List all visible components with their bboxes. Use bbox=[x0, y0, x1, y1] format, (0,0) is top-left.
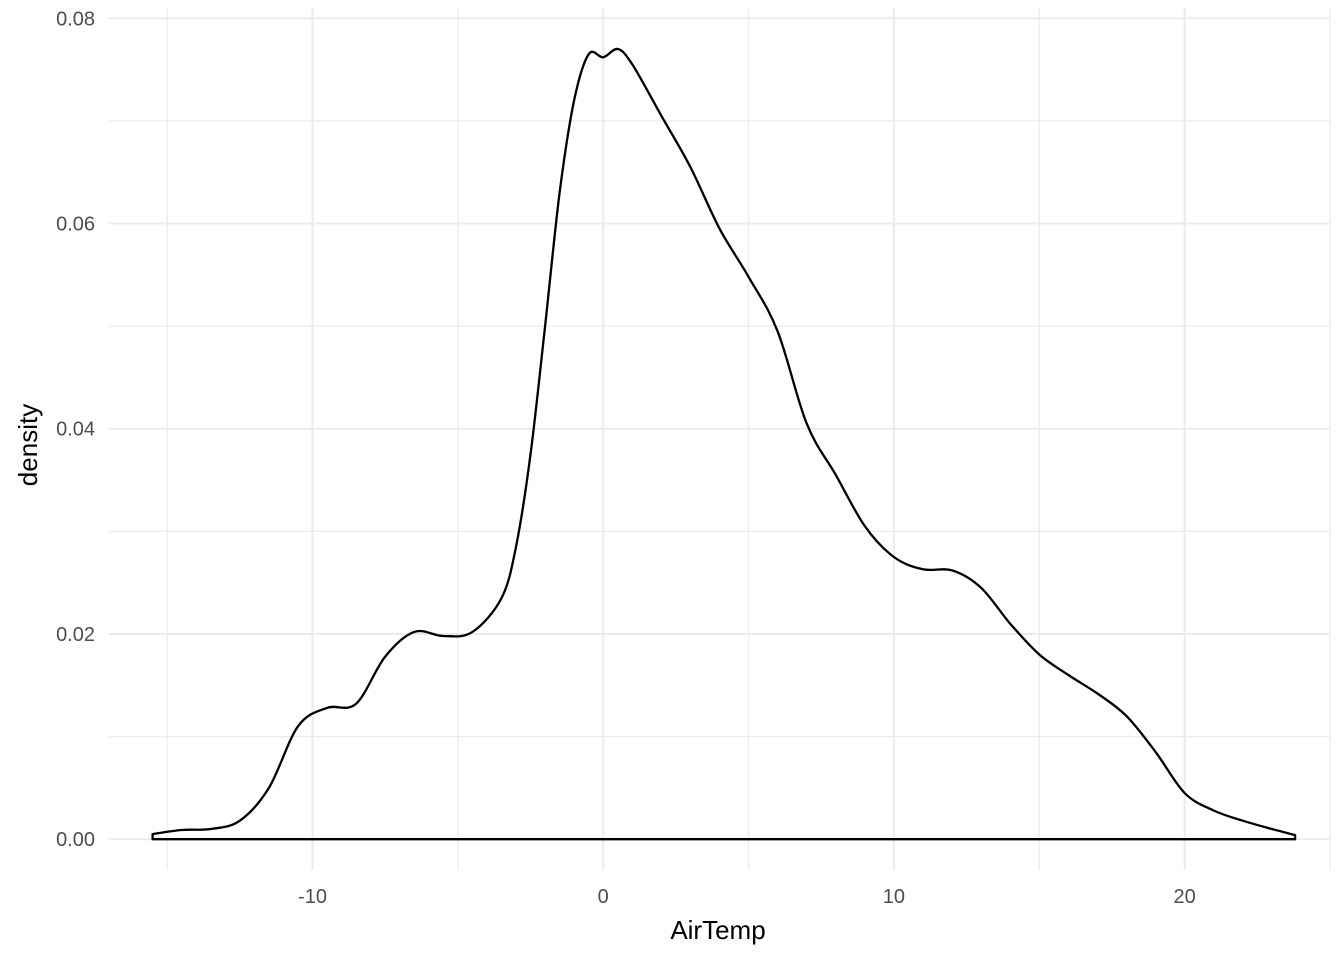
y-tick-label: 0.04 bbox=[56, 419, 95, 441]
y-tick-label: 0.02 bbox=[56, 624, 95, 646]
x-tick-label: -10 bbox=[298, 886, 327, 908]
x-axis-ticks: -10 0 10 20 bbox=[298, 886, 1196, 908]
y-axis-title: density bbox=[13, 404, 43, 486]
x-tick-label: 20 bbox=[1174, 886, 1196, 908]
y-tick-label: 0.00 bbox=[56, 829, 95, 851]
y-tick-label: 0.06 bbox=[56, 214, 95, 236]
density-curve bbox=[151, 47, 1297, 841]
x-tick-label: 10 bbox=[883, 886, 905, 908]
x-axis-title: AirTemp bbox=[670, 915, 765, 945]
y-tick-label: 0.08 bbox=[56, 8, 95, 30]
x-tick-label: 0 bbox=[598, 886, 609, 908]
y-axis-ticks: 0.00 0.02 0.04 0.06 0.08 bbox=[56, 8, 95, 851]
